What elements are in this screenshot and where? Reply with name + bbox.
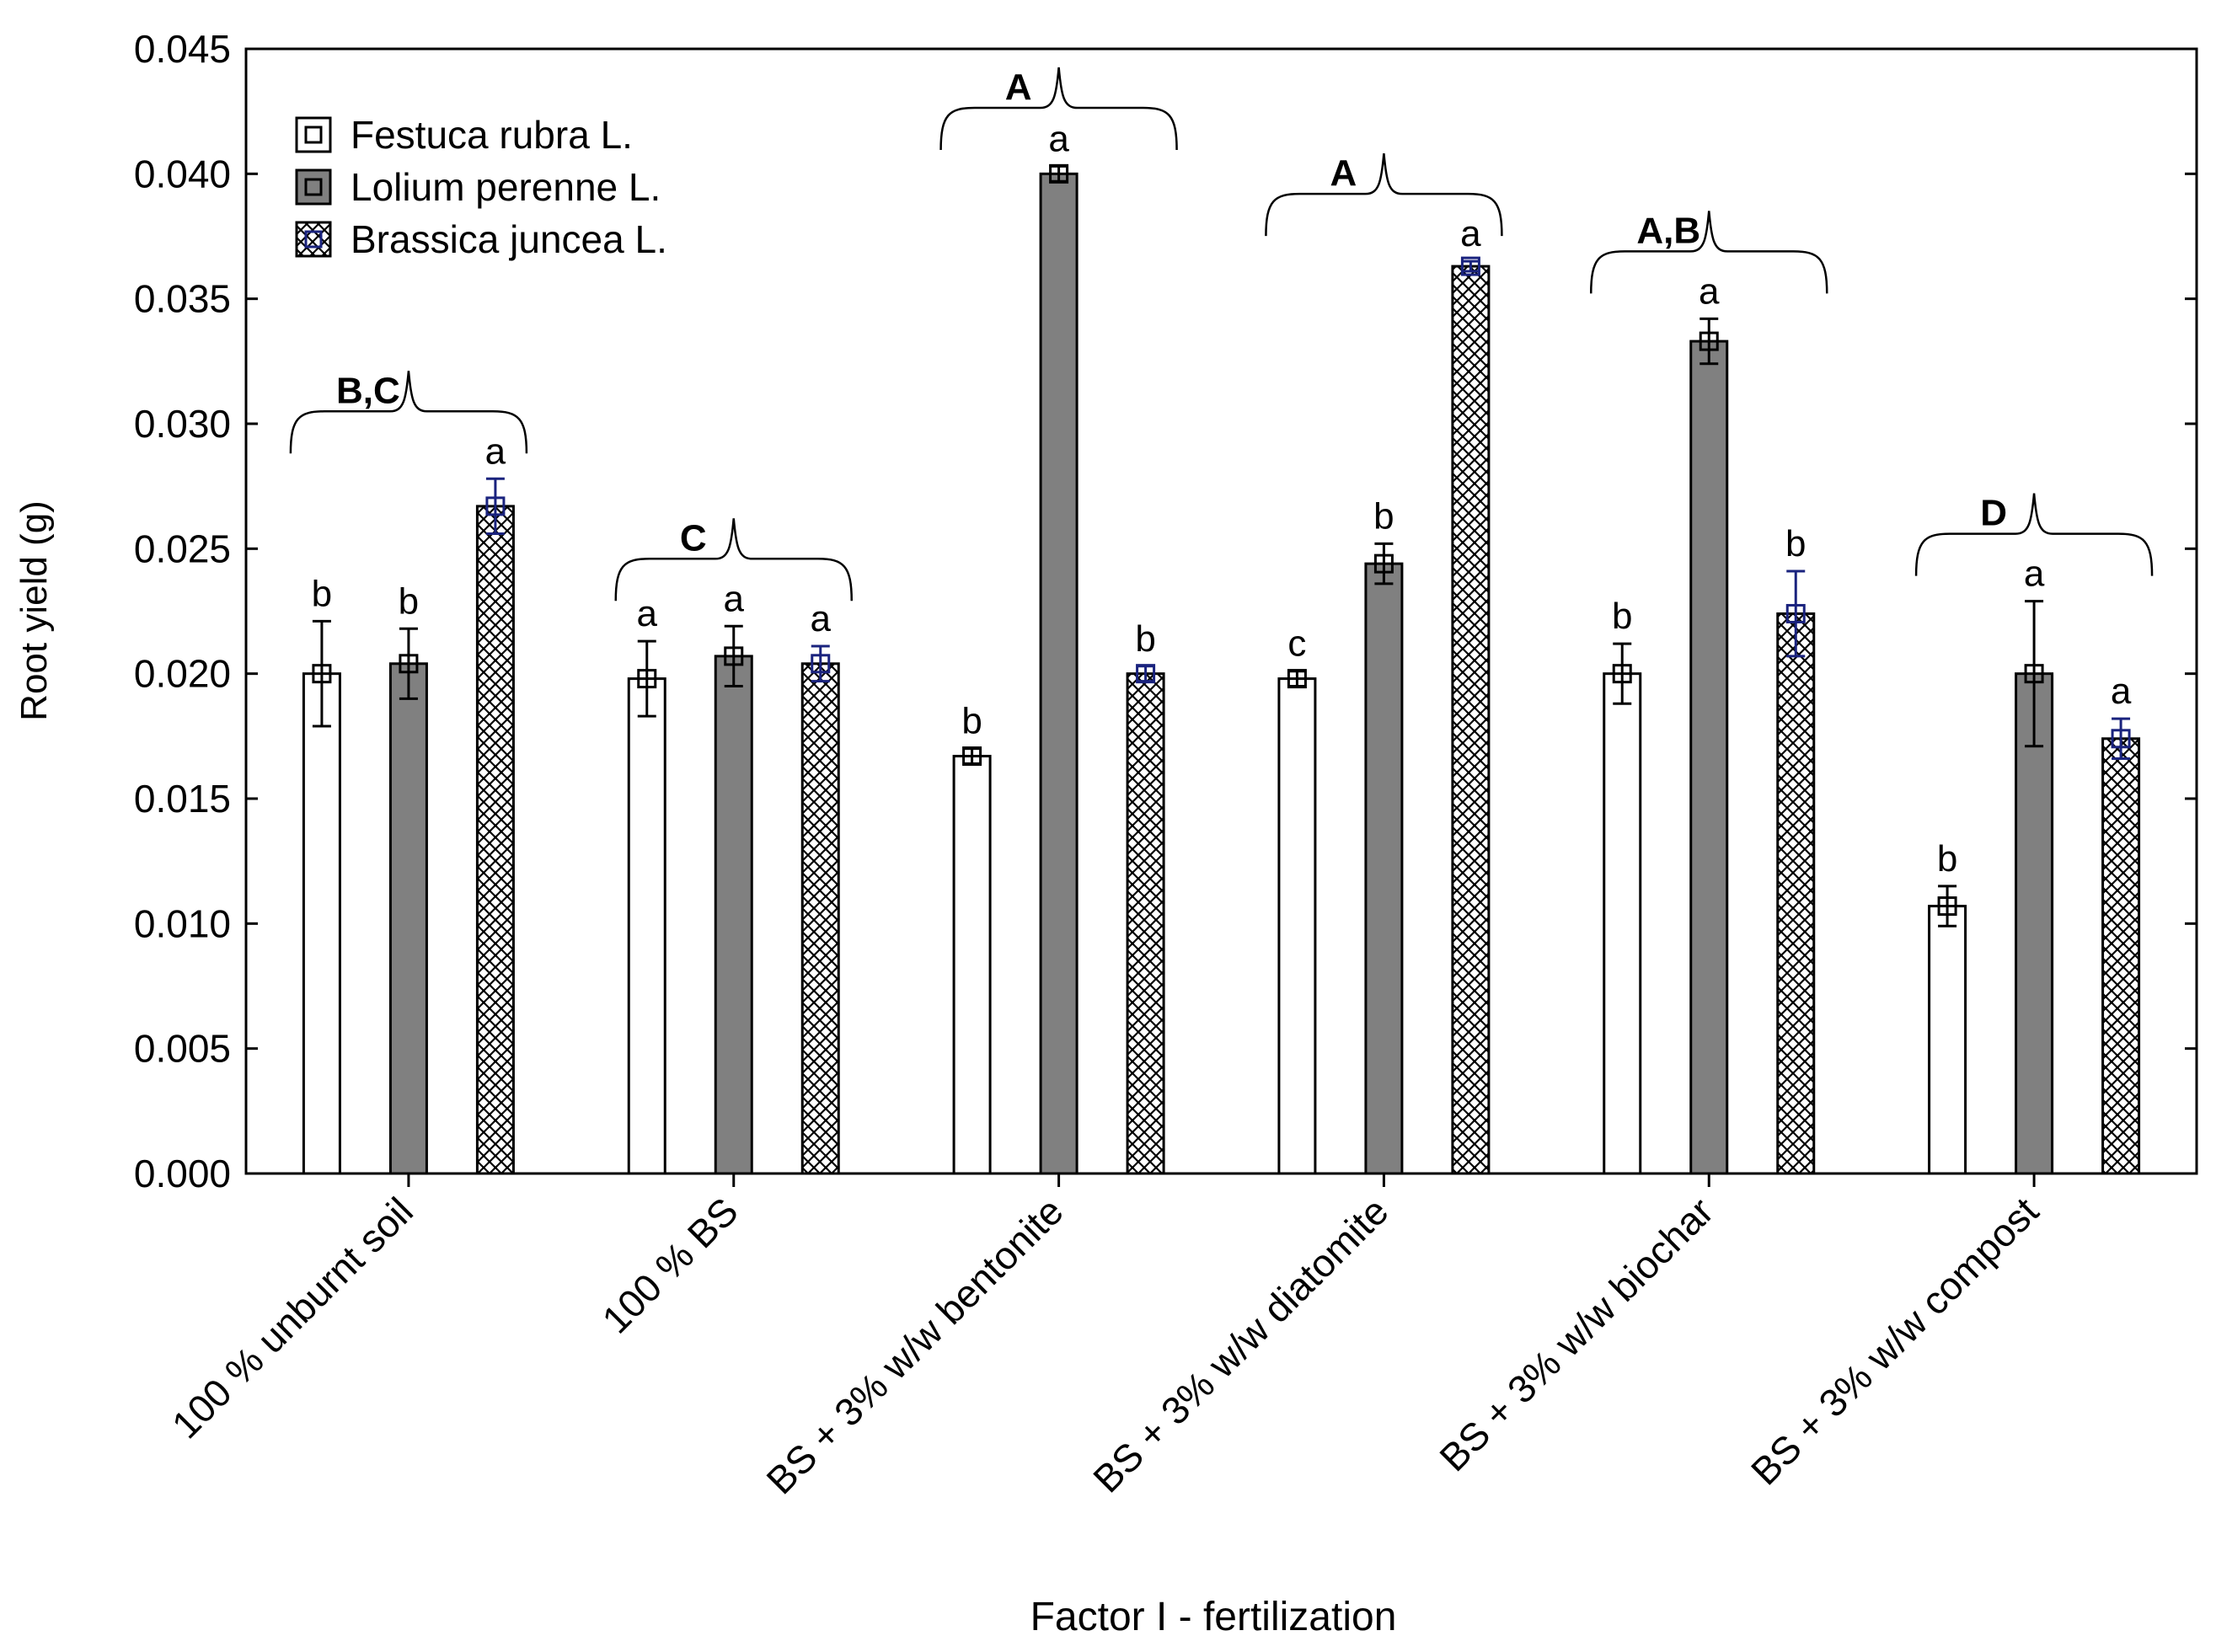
x-axis-label: Factor I - fertilization bbox=[1030, 1595, 1397, 1639]
legend-marker bbox=[304, 126, 323, 144]
significance-letter: a bbox=[1048, 118, 1069, 159]
mean-marker bbox=[312, 664, 332, 684]
mean-marker bbox=[399, 654, 419, 674]
y-axis-label: Root yield (g) bbox=[13, 500, 55, 721]
legend-swatch bbox=[295, 221, 332, 258]
legend-swatch bbox=[295, 168, 332, 206]
significance-letter: a bbox=[2024, 553, 2045, 595]
y-tick-label: 0.040 bbox=[134, 152, 231, 195]
mean-marker bbox=[1049, 163, 1069, 184]
significance-letter: b bbox=[1135, 618, 1155, 660]
y-tick-label: 0.045 bbox=[134, 27, 231, 71]
bar bbox=[1126, 672, 1165, 1175]
group-brace bbox=[939, 67, 1178, 151]
bar bbox=[952, 755, 992, 1175]
y-tick-label: 0.015 bbox=[134, 777, 231, 821]
bar bbox=[1689, 339, 1729, 1175]
mean-marker bbox=[2111, 729, 2131, 749]
mean-marker bbox=[1937, 896, 1957, 917]
group-brace bbox=[1590, 211, 1828, 294]
group-letter: A bbox=[1005, 67, 1032, 108]
significance-letter: a bbox=[1460, 213, 1481, 254]
legend-marker bbox=[304, 178, 323, 196]
significance-letter: b bbox=[399, 580, 419, 622]
plot-area bbox=[244, 47, 2198, 1175]
significance-letter: b bbox=[961, 701, 982, 742]
significance-letter: a bbox=[2111, 671, 2132, 712]
mean-marker bbox=[1287, 669, 1307, 689]
significance-letter: b bbox=[1612, 596, 1632, 637]
group-brace bbox=[1914, 493, 2154, 576]
group-letter: C bbox=[680, 517, 707, 559]
x-tick-label: BS + 3% w/w compost bbox=[1742, 1189, 2047, 1493]
x-tick-label: BS + 3% w/w biochar bbox=[1431, 1189, 1721, 1479]
mean-marker bbox=[724, 646, 744, 666]
group-brace bbox=[289, 371, 528, 454]
significance-letter: b bbox=[312, 573, 332, 614]
bar bbox=[1928, 905, 1967, 1175]
significance-letter: a bbox=[724, 578, 745, 619]
bar bbox=[1451, 265, 1491, 1175]
mean-marker bbox=[1612, 664, 1632, 684]
mean-marker bbox=[637, 669, 657, 689]
group-letter: A bbox=[1330, 152, 1357, 194]
x-tick-label: BS + 3% w/w diatomite bbox=[1084, 1189, 1396, 1500]
significance-letter: a bbox=[485, 430, 506, 472]
y-tick-label: 0.005 bbox=[134, 1027, 231, 1071]
bar bbox=[388, 662, 428, 1175]
y-tick-label: 0.030 bbox=[134, 402, 231, 446]
bar bbox=[1277, 677, 1317, 1175]
mean-marker bbox=[485, 496, 506, 516]
bar bbox=[2101, 737, 2141, 1175]
group-brace bbox=[614, 518, 853, 601]
bar bbox=[302, 672, 341, 1175]
bar bbox=[714, 655, 753, 1175]
legend-label: Lolium perenne L. bbox=[351, 165, 661, 209]
bar bbox=[627, 677, 666, 1175]
x-tick-label: 100 % BS bbox=[593, 1189, 746, 1341]
group-letter: B,C bbox=[336, 370, 400, 411]
mean-marker bbox=[811, 654, 831, 674]
bar bbox=[1603, 672, 1642, 1175]
mean-marker bbox=[1785, 603, 1806, 623]
mean-marker bbox=[1373, 553, 1394, 574]
significance-letter: a bbox=[1699, 270, 1720, 312]
bar bbox=[1039, 172, 1079, 1175]
mean-marker bbox=[1136, 664, 1156, 684]
significance-letter: a bbox=[637, 593, 658, 634]
y-tick-label: 0.035 bbox=[134, 277, 231, 321]
bar bbox=[1776, 612, 1816, 1175]
group-brace bbox=[1265, 153, 1503, 237]
bar bbox=[1364, 562, 1404, 1175]
x-tick-label: 100 % unburnt soil bbox=[163, 1189, 421, 1446]
significance-letter: b bbox=[1937, 838, 1957, 879]
mean-marker bbox=[962, 746, 982, 767]
y-tick-label: 0.025 bbox=[134, 527, 231, 570]
group-letter: A,B bbox=[1636, 210, 1700, 251]
significance-letter: b bbox=[1785, 523, 1806, 564]
significance-letter: c bbox=[1287, 623, 1306, 665]
mean-marker bbox=[1460, 256, 1480, 276]
bar bbox=[475, 505, 515, 1175]
mean-marker bbox=[2024, 664, 2044, 684]
y-tick-label: 0.020 bbox=[134, 652, 231, 696]
bar bbox=[800, 662, 840, 1175]
legend-label: Festuca rubra L. bbox=[351, 113, 633, 157]
y-tick-label: 0.010 bbox=[134, 901, 231, 945]
mean-marker bbox=[1699, 331, 1719, 351]
legend-marker bbox=[304, 230, 323, 249]
significance-letter: b bbox=[1373, 495, 1394, 537]
legend-label: Brassica juncea L. bbox=[351, 217, 667, 261]
bar bbox=[2015, 672, 2054, 1175]
y-tick-label: 0.000 bbox=[134, 1152, 231, 1195]
group-letter: D bbox=[1980, 493, 2007, 534]
significance-letter: a bbox=[811, 598, 832, 639]
x-tick-label: BS + 3% w/w bentonite bbox=[757, 1189, 1071, 1502]
legend-swatch bbox=[295, 116, 332, 153]
